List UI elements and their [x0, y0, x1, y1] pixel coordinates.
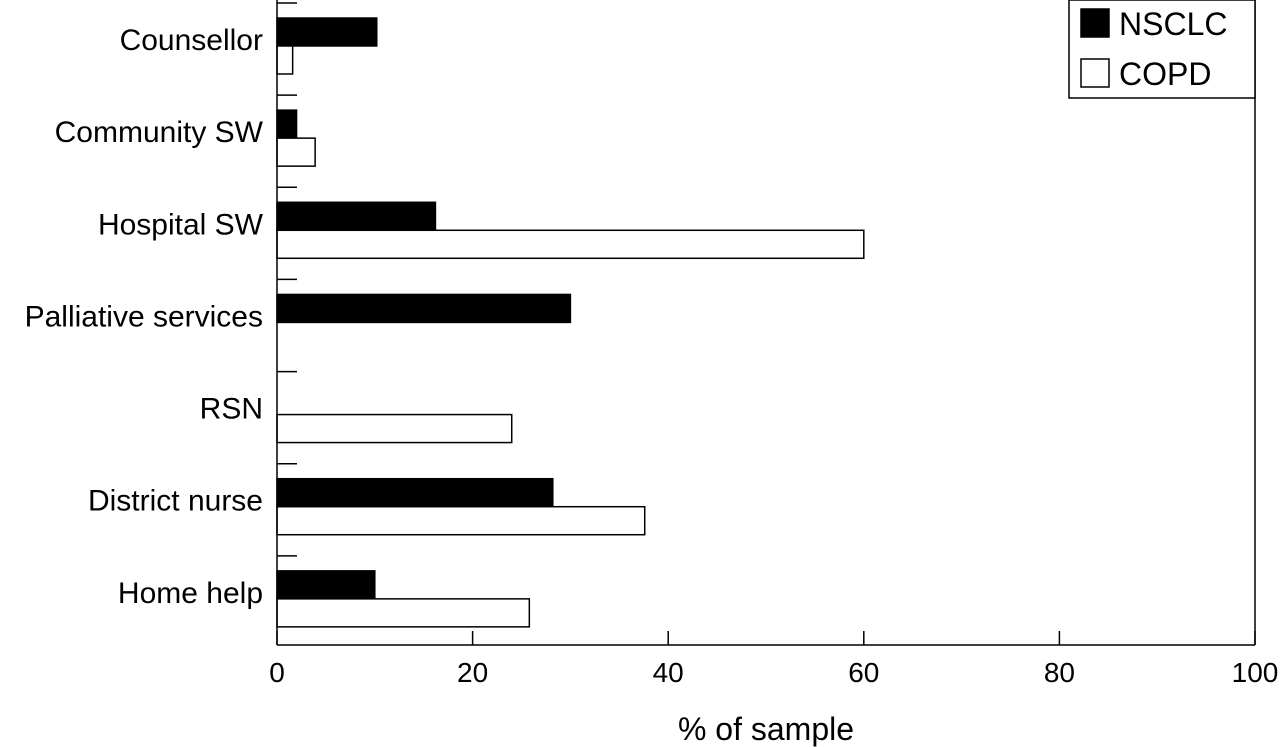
category-label: Palliative services: [25, 300, 263, 333]
category-ticks: [277, 2, 297, 557]
bar-nsclc-home-help: [276, 570, 376, 600]
x-axis-ticks: 0 20 40 60 80 100: [269, 631, 1278, 688]
x-axis-label: % of sample: [678, 711, 854, 747]
category-label: RSN: [200, 393, 263, 426]
category-label: Counsellor: [120, 24, 263, 57]
bar-nsclc-district-nurse: [276, 477, 554, 508]
category-label: Hospital SW: [98, 208, 264, 241]
category-label: District nurse: [88, 485, 263, 518]
bar-copd-district-nurse: [276, 505, 646, 536]
x-tick-label: 0: [269, 657, 285, 688]
category-label: Community SW: [55, 116, 264, 149]
legend-label-copd: COPD: [1119, 56, 1211, 92]
legend-swatch-nsclc: [1080, 8, 1110, 38]
bar-copd-rsn: [276, 413, 513, 444]
bar-nsclc-community-sw: [276, 109, 298, 139]
category-label: Home help: [118, 577, 263, 610]
x-tick-label: 80: [1044, 657, 1075, 688]
x-tick-label: 60: [848, 657, 879, 688]
legend: NSCLC COPD: [1068, 0, 1256, 99]
bar-copd-community-sw: [276, 137, 316, 167]
bar-nsclc-counsellor: [276, 17, 378, 47]
bar-nsclc-hospital-sw: [276, 201, 437, 232]
x-tick-label: 20: [457, 657, 488, 688]
category-labels: Counsellor Community SW Hospital SW Palliat…: [25, 24, 264, 610]
x-tick-label: 100: [1232, 657, 1279, 688]
legend-label-nsclc: NSCLC: [1119, 6, 1227, 42]
bar-copd-counsellor: [276, 45, 294, 75]
bar-nsclc-palliative-services: [276, 293, 572, 324]
bar-copd-hospital-sw: [276, 229, 865, 260]
bar-copd-home-help: [276, 598, 531, 628]
legend-swatch-copd: [1080, 58, 1110, 88]
bars-group: [276, 17, 865, 628]
x-tick-label: 40: [653, 657, 684, 688]
